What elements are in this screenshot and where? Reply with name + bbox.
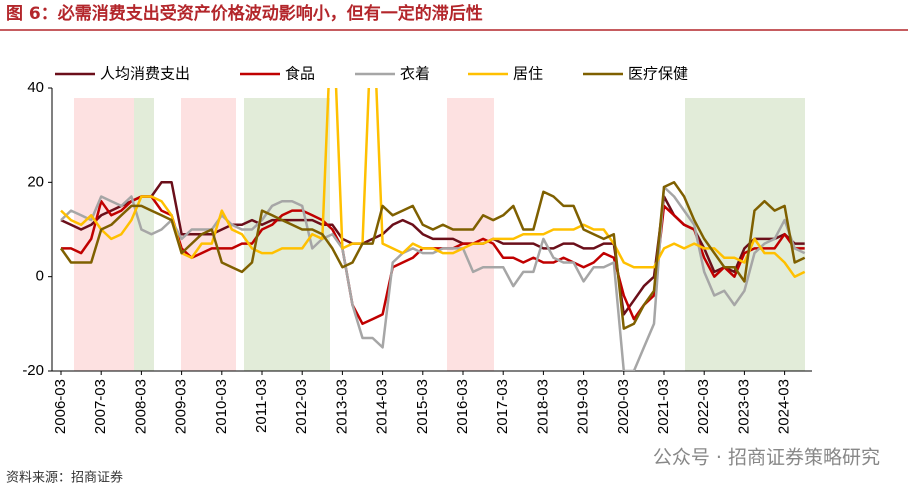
series-line bbox=[60, 185, 806, 371]
x-tick-label: 2018-03 bbox=[534, 379, 551, 434]
x-tick-label: 2024-03 bbox=[776, 379, 793, 434]
y-tick-label: 40 bbox=[27, 79, 44, 96]
source: 资料来源：招商证券 bbox=[6, 470, 123, 486]
x-tick-label: 2013-03 bbox=[333, 379, 350, 434]
x-tick-label: 2011-03 bbox=[253, 379, 270, 433]
x-tick-label: 2006-03 bbox=[52, 379, 69, 434]
shade-pink bbox=[447, 98, 494, 371]
x-tick-label: 2008-03 bbox=[132, 379, 149, 434]
series-line bbox=[59, 181, 806, 330]
x-tick-label: 2022-03 bbox=[695, 379, 712, 434]
y-tick-label: -20 bbox=[22, 362, 44, 379]
x-tick-label: 2012-03 bbox=[293, 379, 310, 434]
y-tick-label: 20 bbox=[27, 173, 44, 190]
y-tick-label: 0 bbox=[36, 268, 44, 285]
legend-label: 衣着 bbox=[400, 65, 430, 83]
watermark: 公众号 · 招商证券策略研究 bbox=[653, 447, 880, 469]
shade-pink bbox=[74, 98, 134, 371]
x-tick-label: 2015-03 bbox=[414, 379, 431, 434]
legend-label: 医疗保健 bbox=[628, 65, 688, 83]
x-tick-label: 2010-03 bbox=[213, 379, 230, 434]
legend-label: 人均消费支出 bbox=[100, 65, 190, 83]
x-tick-label: 2007-03 bbox=[92, 379, 109, 434]
legend-label: 食品 bbox=[285, 65, 315, 83]
x-tick-label: 2014-03 bbox=[374, 379, 391, 434]
shade-green bbox=[134, 98, 154, 371]
chart-title: 图 6：必需消费支出受资产价格波动影响小，但有一定的滞后性 bbox=[6, 3, 483, 24]
x-tick-label: 2023-03 bbox=[735, 379, 752, 434]
x-tick-label: 2009-03 bbox=[173, 379, 190, 434]
x-tick-label: 2021-03 bbox=[655, 379, 672, 434]
legend-label: 居住 bbox=[513, 65, 543, 83]
x-tick-label: 2020-03 bbox=[615, 379, 632, 434]
series-line bbox=[60, 88, 806, 278]
x-tick-label: 2016-03 bbox=[454, 379, 471, 434]
plot-lines bbox=[59, 88, 806, 371]
x-tick-label: 2017-03 bbox=[494, 379, 511, 434]
x-tick-label: 2019-03 bbox=[575, 379, 592, 434]
